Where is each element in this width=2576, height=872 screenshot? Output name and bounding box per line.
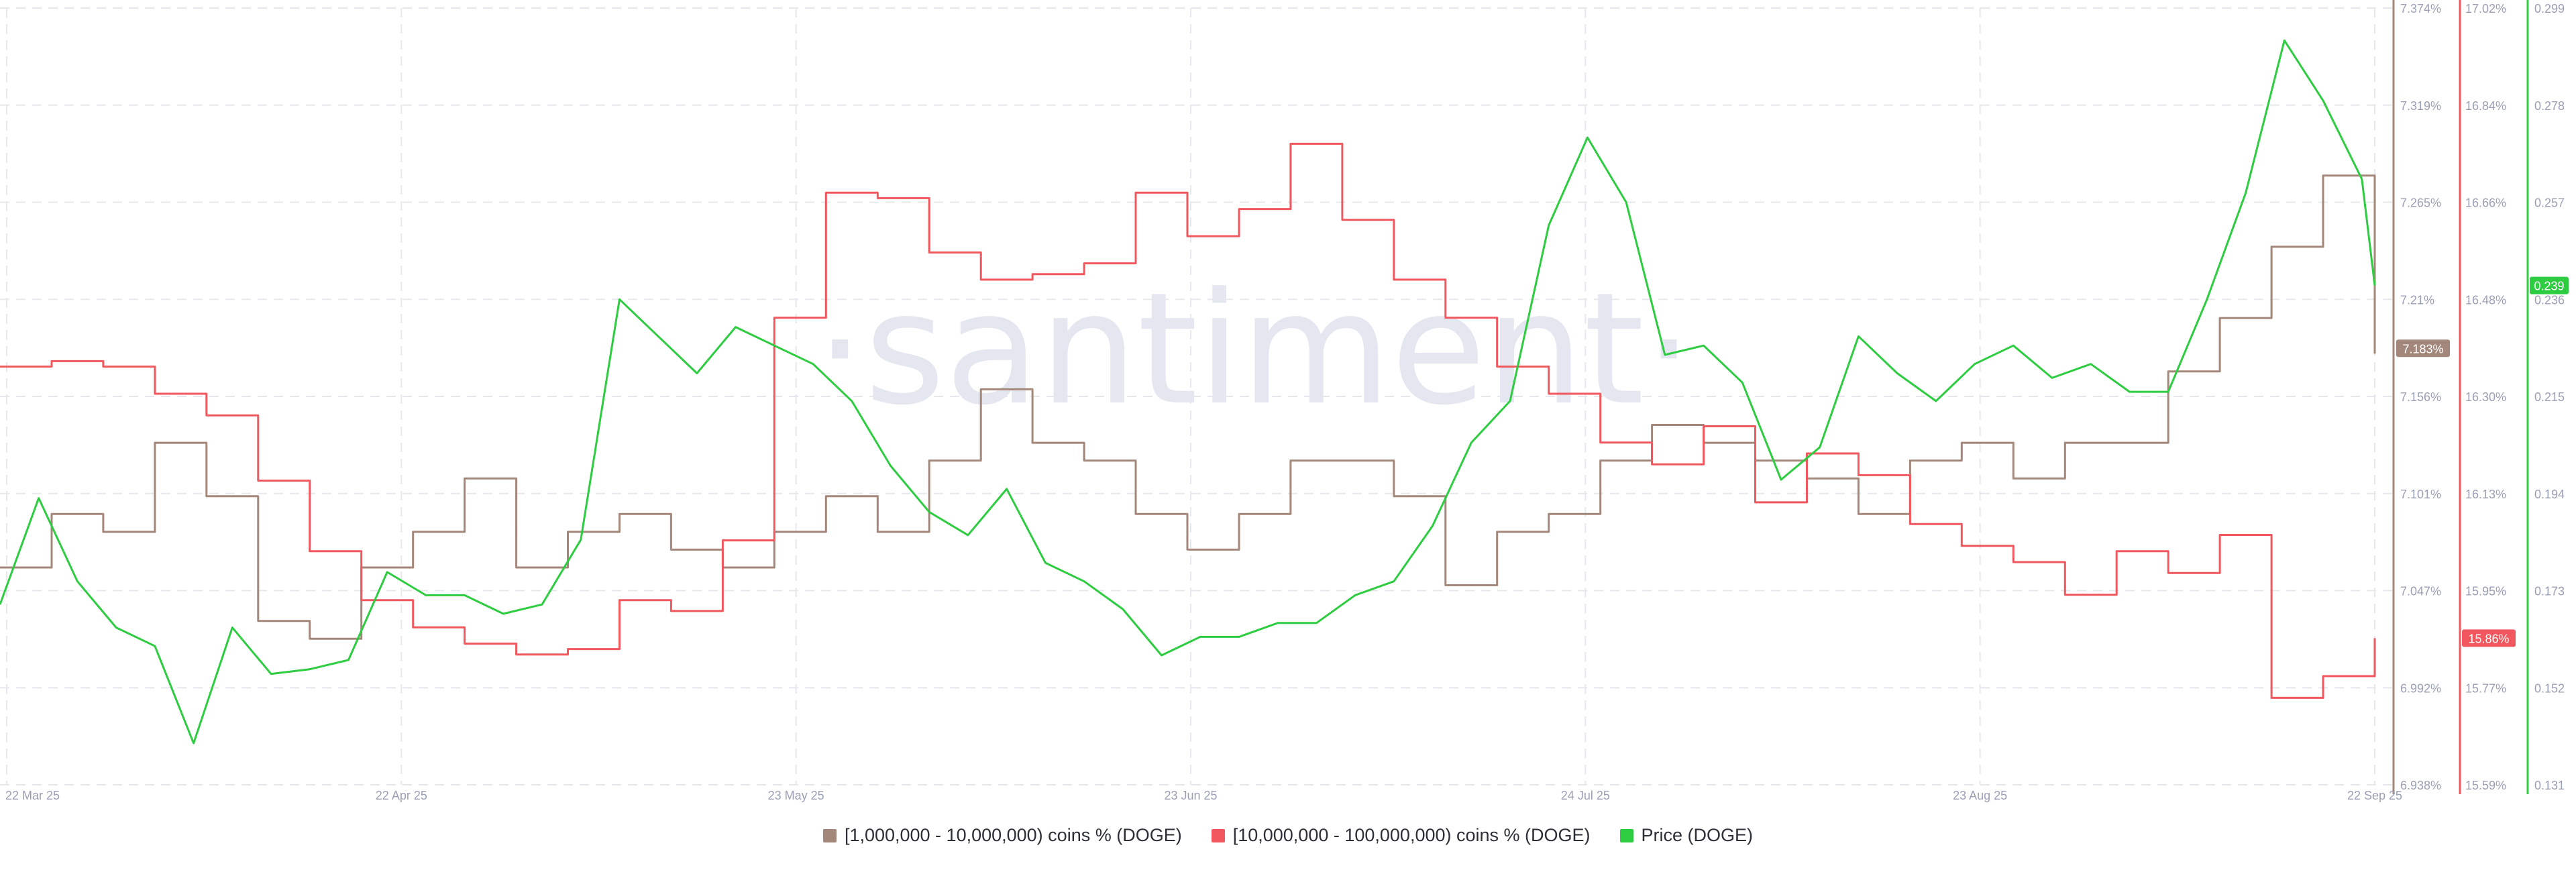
axis-tick-label: 7.319% bbox=[2400, 99, 2441, 113]
axis-tick-label: 7.374% bbox=[2400, 2, 2441, 15]
axis-tick-label: 0.257 bbox=[2534, 197, 2565, 210]
axis-tick-label: 0.173 bbox=[2534, 585, 2565, 598]
current-value-badge bbox=[2530, 276, 2569, 294]
axis-tick-label: 15.59% bbox=[2465, 779, 2506, 792]
axis-tick-label: 15.77% bbox=[2465, 682, 2506, 695]
axis-tick-label: 17.02% bbox=[2465, 2, 2506, 15]
axis-tick-label: 7.21% bbox=[2400, 293, 2434, 307]
axis-tick-label: 7.101% bbox=[2400, 488, 2441, 501]
axis-tick-label: 7.156% bbox=[2400, 390, 2441, 404]
x-tick-label: 24 Jul 25 bbox=[1561, 789, 1610, 802]
chart-legend: [1,000,000 - 10,000,000) coins % (DOGE) [… bbox=[0, 825, 2576, 846]
legend-swatch bbox=[822, 828, 837, 842]
current-value-badge bbox=[2462, 629, 2516, 647]
legend-item[interactable]: [1,000,000 - 10,000,000) coins % (DOGE) bbox=[822, 825, 1182, 846]
axis-tick-label: 16.30% bbox=[2465, 390, 2506, 404]
axis-tick-label: 7.047% bbox=[2400, 585, 2441, 598]
legend-label: Price (DOGE) bbox=[1641, 825, 1754, 845]
axis-tick-label: 6.938% bbox=[2400, 779, 2441, 792]
axis-tick-label: 0.131 bbox=[2534, 779, 2565, 792]
series-line-3 bbox=[0, 39, 2376, 745]
current-value-label: 7.183% bbox=[2402, 342, 2443, 356]
current-value-label: 0.239 bbox=[2534, 280, 2564, 293]
axis-tick-label: 16.13% bbox=[2465, 488, 2506, 501]
watermark-text: ·santiment· bbox=[816, 260, 1693, 439]
x-tick-label: 23 Aug 25 bbox=[1953, 789, 2007, 802]
legend-swatch bbox=[1619, 828, 1633, 842]
axis-tick-label: 15.95% bbox=[2465, 585, 2506, 598]
legend-swatch bbox=[1211, 828, 1225, 842]
legend-label: [10,000,000 - 100,000,000) coins % (DOGE… bbox=[1232, 825, 1591, 845]
x-tick-label: 23 Jun 25 bbox=[1164, 789, 1217, 802]
axis-tick-label: 0.152 bbox=[2534, 682, 2565, 695]
series-line-2 bbox=[0, 142, 2376, 699]
legend-item[interactable]: [10,000,000 - 100,000,000) coins % (DOGE… bbox=[1211, 825, 1591, 846]
x-tick-label: 22 Mar 25 bbox=[5, 789, 60, 802]
axis-tick-label: 16.66% bbox=[2465, 197, 2506, 210]
current-value-badge bbox=[2396, 339, 2450, 358]
axis-tick-label: 6.992% bbox=[2400, 682, 2441, 695]
axis-tick-label: 0.194 bbox=[2534, 488, 2565, 501]
axis-tick-label: 16.84% bbox=[2465, 99, 2506, 113]
axis-tick-label: 7.265% bbox=[2400, 197, 2441, 210]
legend-label: [1,000,000 - 10,000,000) coins % (DOGE) bbox=[844, 825, 1182, 845]
legend-item[interactable]: Price (DOGE) bbox=[1619, 825, 1754, 846]
axis-tick-label: 0.236 bbox=[2534, 293, 2565, 307]
x-tick-label: 22 Sep 25 bbox=[2347, 789, 2402, 802]
current-value-label: 15.86% bbox=[2468, 632, 2509, 645]
x-tick-label: 23 May 25 bbox=[768, 789, 824, 802]
axis-tick-label: 0.299 bbox=[2534, 2, 2565, 15]
axis-tick-label: 0.278 bbox=[2534, 99, 2565, 113]
axis-tick-label: 16.48% bbox=[2465, 293, 2506, 307]
axis-tick-label: 0.215 bbox=[2534, 390, 2565, 404]
x-tick-label: 22 Apr 25 bbox=[376, 789, 427, 802]
series-line-1 bbox=[0, 174, 2376, 640]
